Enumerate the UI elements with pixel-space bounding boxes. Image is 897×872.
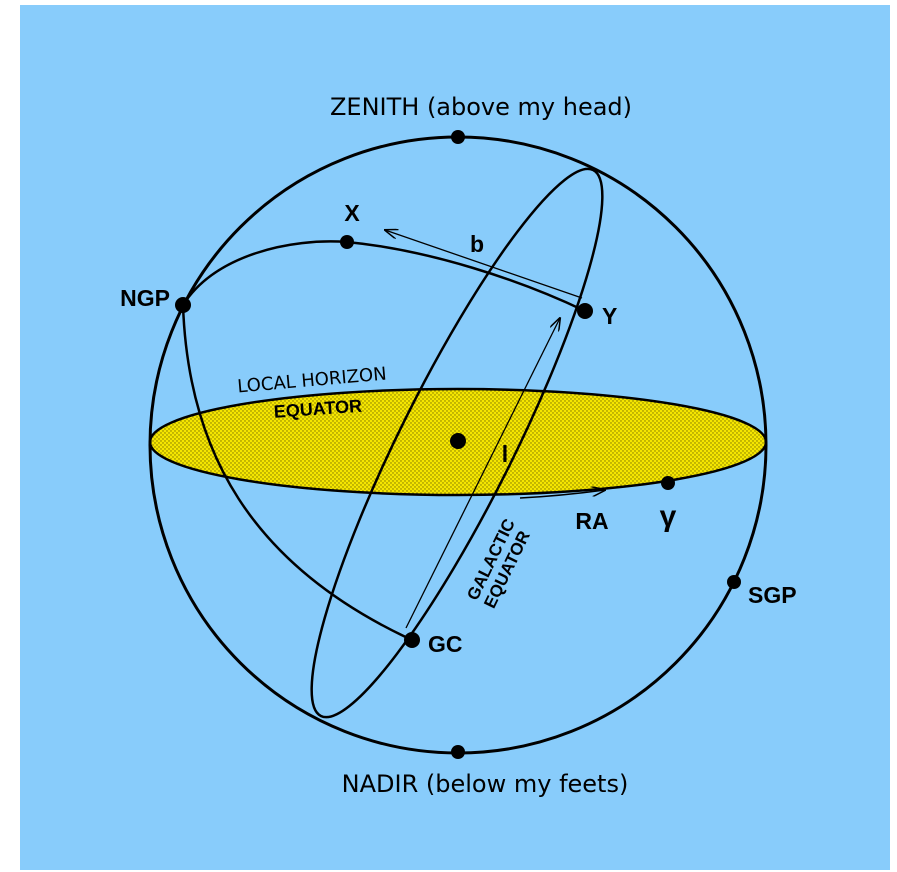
ngp-label: NGP — [120, 285, 170, 311]
gc-label: GC — [428, 631, 463, 657]
ngp-point — [175, 297, 191, 313]
arrow-ra — [519, 490, 605, 499]
nadir-point — [451, 745, 465, 759]
b-label: b — [470, 231, 484, 257]
galactic-equator-ring — [310, 167, 604, 719]
vernal-point — [661, 476, 675, 490]
arrow-l — [405, 318, 560, 629]
zenith-label: ZENITH (above my head) — [330, 93, 632, 121]
points — [175, 130, 741, 759]
y-point — [577, 303, 593, 319]
arrow-b — [385, 230, 583, 299]
sgp-point — [727, 575, 741, 589]
y-label: Y — [602, 303, 617, 329]
meridian-ngp-gc — [181, 304, 413, 642]
vernal-label: γ — [660, 500, 677, 533]
x-label: X — [344, 200, 360, 226]
ra-label: RA — [575, 508, 608, 534]
l-label: l — [502, 441, 508, 467]
gc-point — [404, 632, 420, 648]
x-point — [340, 235, 354, 249]
sgp-label: SGP — [748, 582, 797, 608]
center-point — [450, 433, 466, 449]
nadir-label: NADIR (below my feets) — [342, 770, 629, 798]
zenith-point — [451, 130, 465, 144]
